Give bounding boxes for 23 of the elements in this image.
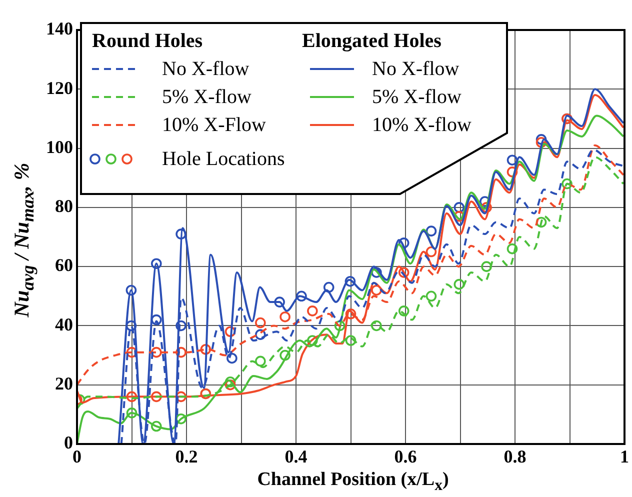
x-axis-title: Channel Position (x/L$_{x}$) [257,469,449,495]
y-tick-label: 120 [46,78,73,98]
legend-label: 5% X-flow [372,86,462,108]
x-tick-label: 0.6 [394,446,417,466]
x-tick-label: 1 [620,446,629,466]
legend-label: 10% X-Flow [162,114,266,136]
y-tick-label: 100 [46,136,73,157]
legend-label: No X-flow [372,58,460,80]
legend-label: No X-flow [162,58,250,80]
y-tick-label: 0 [64,432,73,453]
x-tick-label: 0.4 [284,446,308,466]
legend-label: 5% X-flow [162,86,252,108]
y-tick-label: 40 [55,314,73,334]
legend-label: Hole Locations [162,148,285,170]
x-tick-label: 0.8 [504,446,526,466]
y-tick-label: 20 [55,374,73,394]
y-tick-label: 60 [55,255,73,276]
legend-label: 10% X-flow [372,114,472,136]
y-tick-label: 80 [55,196,73,216]
y-tick-label: 140 [46,18,73,39]
x-tick-label: 0.2 [175,446,198,466]
annotation: Elongated Holes [302,30,442,52]
annotation: Round Holes [92,30,203,52]
